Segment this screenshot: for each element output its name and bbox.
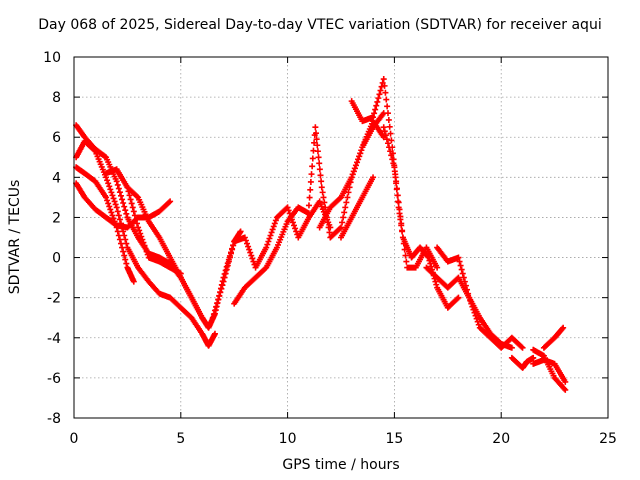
series-arc-8 bbox=[231, 204, 312, 307]
series-arc-17 bbox=[530, 346, 569, 393]
chart-title: Day 068 of 2025, Sidereal Day-to-day VTE… bbox=[38, 17, 602, 33]
data-markers bbox=[73, 76, 569, 393]
y-axis-label: SDTVAR / TECUs bbox=[7, 179, 23, 295]
y-tick-label: 6 bbox=[52, 130, 61, 146]
series-arc-12 bbox=[348, 76, 441, 271]
y-tick-label: 2 bbox=[52, 210, 61, 226]
y-tick-label: -2 bbox=[47, 291, 61, 307]
plot-border bbox=[73, 56, 609, 419]
x-tick-label: 15 bbox=[385, 431, 403, 447]
series-arc-16 bbox=[508, 354, 537, 371]
y-tick-label: 4 bbox=[52, 170, 61, 186]
series-arc-19 bbox=[540, 324, 567, 351]
series-arc-9 bbox=[305, 110, 387, 241]
series-arc-2 bbox=[73, 138, 218, 349]
y-tick-label: 10 bbox=[43, 50, 61, 66]
axis-ticks: 0 5 10 15 20 25 -8 -6 -4 -2 0 2 4 6 8 10 bbox=[43, 50, 617, 447]
y-tick-label: 8 bbox=[52, 90, 61, 106]
x-tick-label: 10 bbox=[279, 431, 297, 447]
y-tick-label: -6 bbox=[47, 371, 61, 387]
x-tick-label: 25 bbox=[599, 431, 617, 447]
series-arc-5 bbox=[103, 166, 184, 277]
series-arc-4 bbox=[73, 180, 174, 231]
x-tick-label: 5 bbox=[176, 431, 185, 447]
series-arc-15 bbox=[434, 244, 515, 351]
x-tick-label: 0 bbox=[70, 431, 79, 447]
series-arc-11 bbox=[338, 174, 377, 241]
series-arc-3 bbox=[73, 164, 137, 285]
series-arc-18 bbox=[530, 356, 569, 385]
x-tick-label: 20 bbox=[492, 431, 510, 447]
x-axis-label: GPS time / hours bbox=[282, 457, 400, 473]
series-arc-6 bbox=[124, 184, 206, 321]
y-tick-label: -4 bbox=[47, 331, 61, 347]
series-arc-13 bbox=[380, 124, 462, 311]
series-arc-10 bbox=[316, 118, 387, 231]
y-tick-label: -8 bbox=[47, 411, 61, 427]
series-arc-7 bbox=[209, 198, 334, 321]
y-tick-label: 0 bbox=[52, 251, 61, 267]
